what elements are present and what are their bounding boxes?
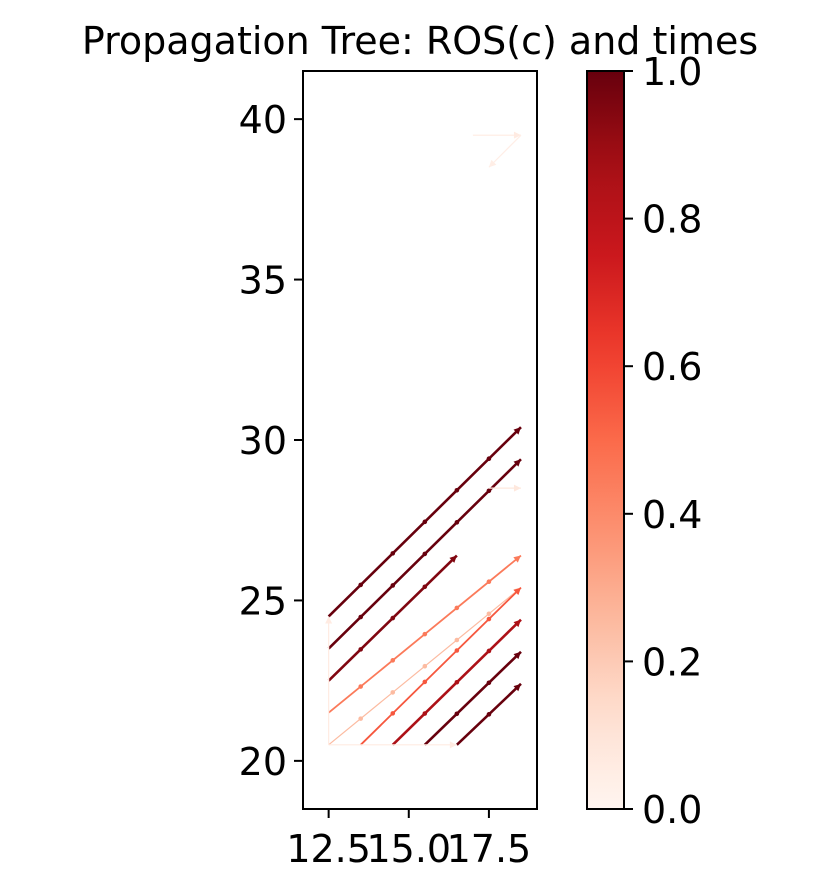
quiver-node (454, 679, 460, 685)
colorbar-tick-label: 0.6 (642, 345, 702, 389)
plot-frame (302, 70, 538, 810)
quiver-node (486, 616, 492, 622)
colorbar-tick-label: 1.0 (642, 50, 702, 94)
quiver-node (390, 551, 396, 556)
quiver-arrowhead (449, 555, 457, 563)
quiver-arrowhead (513, 683, 521, 692)
colorbar-gradient (586, 70, 625, 810)
quiver-node (358, 614, 363, 620)
quiver-node (454, 487, 460, 493)
quiver-node (358, 716, 363, 721)
quiver-node (390, 583, 396, 588)
quiver-node (454, 648, 460, 653)
chart-title: Propagation Tree: ROS(c) and times (82, 19, 758, 63)
quiver-node (390, 615, 396, 621)
quiver-node (422, 711, 428, 716)
y-tick-label: 35 (239, 259, 287, 303)
quiver-arrowhead (513, 427, 521, 435)
quiver-node (486, 648, 492, 654)
quiver-arrowhead (513, 651, 521, 660)
quiver-node (454, 711, 460, 717)
quiver-segment (360, 586, 522, 746)
quiver-node (390, 711, 396, 716)
y-tick-label: 40 (239, 98, 287, 142)
quiver-node (454, 637, 460, 643)
quiver-arrowhead (513, 459, 521, 467)
quiver-segment (423, 650, 522, 746)
quiver-arrowhead (513, 619, 521, 628)
y-tick-label: 20 (239, 740, 287, 784)
y-tick-label: 30 (239, 419, 287, 463)
y-tick-label: 25 (239, 579, 287, 623)
quiver-node (422, 679, 428, 685)
x-tick-label: 12.5 (286, 827, 371, 871)
quiver-node (486, 611, 492, 617)
colorbar-tick-label: 0.2 (642, 640, 702, 684)
quiver-node (486, 456, 492, 462)
colorbar-tick-label: 0.4 (642, 493, 702, 537)
quiver-node (422, 663, 428, 669)
quiver-arrowhead (325, 616, 333, 624)
colorbar: 0.0 0.2 0.4 0.6 0.8 1.0 (586, 50, 702, 832)
quiver-node (486, 488, 492, 494)
quiver-arrowhead (449, 741, 457, 749)
plot-area: 20 25 30 35 40 12.515.017.5 (239, 70, 538, 871)
quiver-node (390, 690, 396, 695)
quiver-node (422, 584, 428, 590)
quiver-node (422, 631, 428, 637)
quiver-arrowhead (513, 555, 521, 563)
colorbar-tick-label: 0.8 (642, 198, 702, 242)
quiver-node (358, 647, 363, 652)
quiver-arrowhead (488, 159, 497, 168)
x-tick-label: 17.5 (447, 827, 532, 871)
quiver-arrowhead (513, 131, 521, 139)
quiver-node (358, 684, 363, 689)
quiver-node (422, 551, 428, 557)
colorbar-tick-label: 0.0 (642, 788, 702, 832)
quiver-node (486, 680, 492, 686)
quiver-arrowhead (513, 484, 521, 492)
x-tick-label: 15.0 (366, 827, 451, 871)
quiver-segment (488, 134, 522, 168)
quiver-node (454, 520, 460, 525)
quiver-node (358, 582, 363, 588)
quiver-node (486, 579, 492, 585)
quiver-node (422, 519, 428, 525)
quiver-node (486, 712, 492, 717)
quiver-node (454, 605, 460, 611)
quiver-arrowhead (513, 587, 521, 596)
quiver-node (390, 658, 396, 663)
